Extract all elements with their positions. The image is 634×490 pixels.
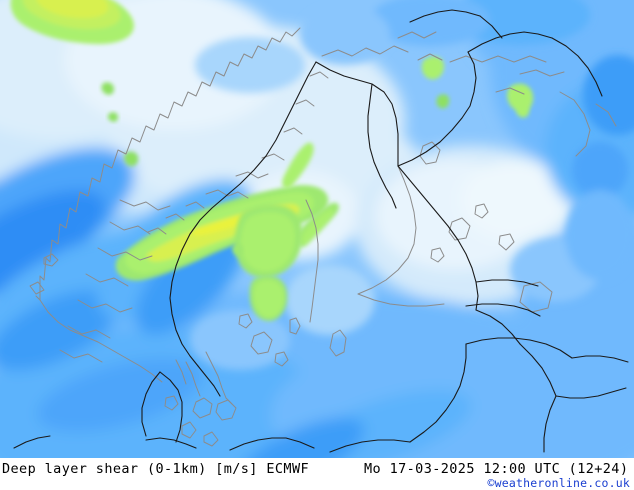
coastline-layer [29, 27, 617, 447]
product-title: Deep layer shear (0-1km) [m/s] ECMWF [2, 461, 309, 477]
shear-patch-western-isle [124, 151, 139, 167]
shear-band-troms-coast [282, 142, 314, 189]
valid-time-label: Mo 17-03-2025 12:00 UTC (12+24) [364, 461, 629, 477]
map-canvas [0, 0, 634, 458]
shear-patch-faroe [101, 82, 114, 95]
shear-patch-lapland [421, 56, 444, 80]
attribution-link[interactable]: ©weatheronline.co.uk [487, 476, 630, 490]
weather-map[interactable] [0, 0, 634, 458]
shear-field-layer [0, 0, 634, 458]
shear-patch-baltic-small [516, 103, 530, 118]
shear-max-norwegian-sea [10, 0, 134, 45]
shear-patch-svalbard-south [436, 94, 450, 109]
border-layer [13, 9, 629, 453]
shear-max-central-sweden [234, 204, 303, 278]
shear-max-southern-sweden [249, 275, 288, 321]
shear-patch-shetland [107, 112, 118, 122]
map-footer: Deep layer shear (0-1km) [m/s] ECMWF Mo … [0, 458, 634, 490]
shear-patch-coast-small [232, 244, 244, 256]
shear-band-bothnia-coast [297, 202, 339, 247]
